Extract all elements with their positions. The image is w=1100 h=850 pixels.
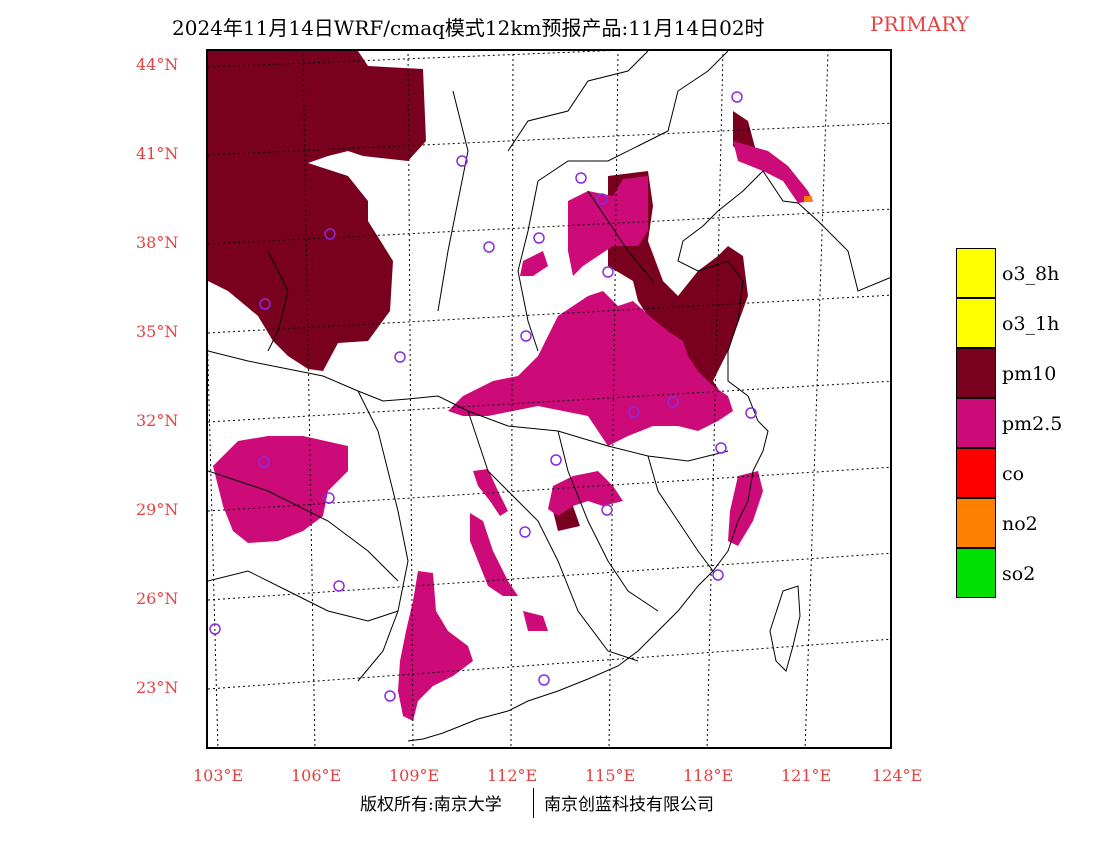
- station-marker: [715, 442, 727, 454]
- graticule-lon-121: [804, 51, 829, 747]
- station-marker: [323, 492, 335, 504]
- lat-label-41: 41°N: [136, 144, 179, 163]
- map-frame: [206, 49, 892, 749]
- graticule: [208, 51, 890, 747]
- station-marker: [333, 580, 345, 592]
- station-marker: [394, 351, 406, 363]
- station-marker: [259, 298, 271, 310]
- legend-label-co: co: [1002, 463, 1025, 485]
- map-canvas: [208, 51, 890, 747]
- station-marker: [456, 155, 468, 167]
- legend-swatch-pm10: [956, 348, 996, 398]
- legend-label-so2: so2: [1002, 563, 1036, 585]
- station-marker: [667, 396, 679, 408]
- graticule-lat-23: [208, 638, 890, 690]
- pm25-region-hebei: [568, 176, 648, 276]
- station-marker: [596, 193, 608, 205]
- legend-swatch-pm25: [956, 398, 996, 448]
- lon-label-106: 106°E: [291, 766, 342, 785]
- lat-label-26: 26°N: [136, 589, 179, 608]
- station-marker: [324, 228, 336, 240]
- lon-label-109: 109°E: [389, 766, 440, 785]
- pm25-region-hunan: [470, 513, 518, 596]
- station-marker: [538, 674, 550, 686]
- no2-hotspot: [804, 196, 812, 202]
- coastline: [407, 170, 890, 742]
- pm25-region-zhejiang: [728, 471, 763, 546]
- pm10-region-north: [208, 51, 426, 371]
- lon-label-103: 103°E: [193, 766, 244, 785]
- pm25-region-hunan-north: [473, 469, 508, 516]
- lon-label-112: 112°E: [487, 766, 538, 785]
- lat-label-23: 23°N: [136, 678, 179, 697]
- station-marker: [601, 504, 613, 516]
- map-title: 2024年11月14日WRF/cmaq模式12km预报产品:11月14日02时: [172, 16, 765, 40]
- graticule-lon-106: [302, 51, 316, 747]
- station-marker: [628, 406, 640, 418]
- pm25-region-central: [448, 291, 733, 446]
- station-marker: [602, 266, 614, 278]
- legend-swatch-no2: [956, 498, 996, 548]
- pm25-region-guangxi: [398, 571, 473, 721]
- station-marker: [575, 172, 587, 184]
- lon-label-115: 115°E: [585, 766, 636, 785]
- lat-label-29: 29°N: [136, 500, 179, 519]
- pm25-region-northeast: [733, 141, 813, 203]
- company-text: 南京创蓝科技有限公司: [544, 795, 714, 815]
- legend-label-pm10: pm10: [1002, 363, 1057, 385]
- station-marker: [483, 241, 495, 253]
- legend-swatch-o3-1h: [956, 298, 996, 348]
- station-marker: [384, 690, 396, 702]
- lat-label-32: 32°N: [136, 411, 179, 430]
- lat-label-38: 38°N: [136, 233, 179, 252]
- pm25-region-hubei: [548, 471, 623, 516]
- graticule-lon-109: [407, 51, 414, 747]
- lat-label-35: 35°N: [136, 322, 179, 341]
- province-borders: [208, 51, 729, 682]
- station-markers: [209, 91, 757, 702]
- graticule-lat-26: [208, 552, 890, 601]
- station-marker: [745, 407, 757, 419]
- legend-label-o3-1h: o3_1h: [1002, 313, 1060, 335]
- legend-label-no2: no2: [1002, 513, 1038, 535]
- station-marker: [519, 526, 531, 538]
- boundaries: [208, 51, 890, 742]
- taiwan-outline: [769, 585, 801, 672]
- station-marker: [258, 456, 270, 468]
- legend-swatch-so2: [956, 548, 996, 598]
- pm25-region-jiangxi-south: [523, 611, 548, 631]
- legend-swatch-co: [956, 448, 996, 498]
- graticule-lon-118: [706, 51, 724, 747]
- station-marker: [550, 454, 562, 466]
- lat-label-44: 44°N: [136, 55, 179, 74]
- pm25-region-shanxi: [520, 251, 548, 276]
- graticule-lon-115: [608, 51, 619, 747]
- legend-label-o3-8h: o3_8h: [1002, 263, 1060, 285]
- copyright-text: 版权所有:南京大学: [360, 795, 502, 815]
- legend-swatch-o3-8h: [956, 248, 996, 298]
- lon-label-118: 118°E: [683, 766, 734, 785]
- station-marker: [712, 569, 724, 581]
- pollutant-tag: PRIMARY: [870, 12, 969, 36]
- footer-divider: [533, 788, 534, 818]
- station-marker: [731, 91, 743, 103]
- pm25-region-sichuan: [213, 436, 348, 543]
- station-marker: [209, 623, 221, 635]
- station-marker: [520, 330, 532, 342]
- pm25-regions: [213, 141, 813, 721]
- legend-label-pm25: pm2.5: [1002, 413, 1063, 435]
- graticule-lon-112: [510, 51, 514, 747]
- title-row: 2024年11月14日WRF/cmaq模式12km预报产品:11月14日02时 …: [0, 12, 1100, 42]
- lon-label-124: 124°E: [872, 766, 923, 785]
- lon-label-121: 121°E: [781, 766, 832, 785]
- footer: 版权所有:南京大学 南京创蓝科技有限公司: [0, 788, 1100, 820]
- station-marker: [533, 232, 545, 244]
